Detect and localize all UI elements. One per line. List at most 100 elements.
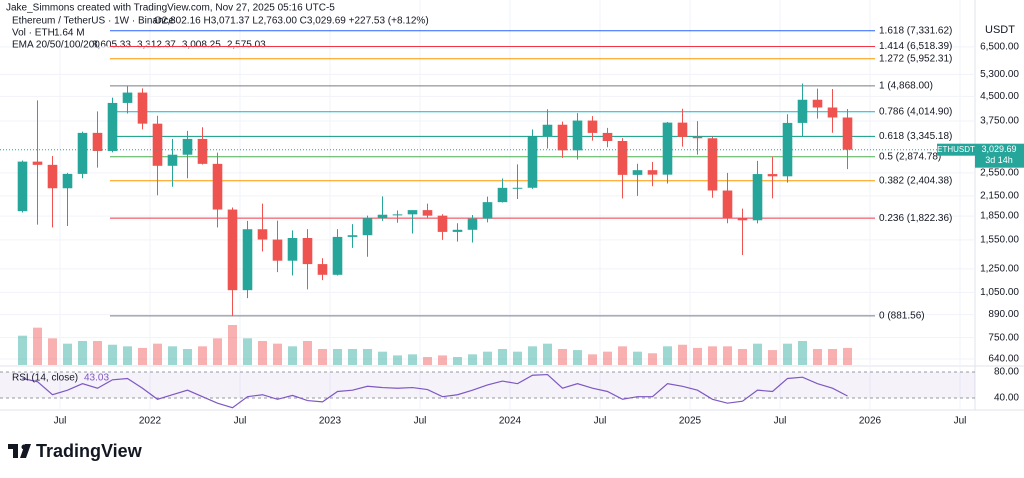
currency: USDT [985, 24, 1015, 36]
volume-bar [33, 327, 42, 365]
rsi-label: RSI (14, close) [12, 373, 78, 384]
volume-bar [543, 343, 552, 365]
volume-bar [48, 338, 57, 365]
y-tick-label: 640.00 [988, 354, 1019, 365]
candle-body [797, 99, 808, 123]
candle-body [77, 132, 88, 174]
watermark: Jake_Simmons created with TradingView.co… [6, 3, 335, 14]
candle-body [317, 264, 328, 275]
candle-body [467, 218, 478, 230]
candle-body [137, 92, 148, 124]
volume-bar [63, 343, 72, 365]
candle-body [122, 92, 133, 103]
x-tick-label: 2025 [679, 416, 702, 427]
y-tick-label: 6,500.00 [980, 42, 1019, 53]
candle-body [752, 174, 763, 221]
volume-bar [378, 351, 387, 365]
x-tick-label: Jul [54, 416, 67, 427]
volume-bar [228, 325, 237, 365]
volume-bar [618, 346, 627, 365]
volume-bar [798, 341, 807, 365]
candle-body [107, 102, 118, 151]
volume-bar [633, 351, 642, 365]
candle-body [392, 214, 403, 216]
candle-body [722, 190, 733, 219]
volume-bar [558, 349, 567, 365]
y-tick-label: 2,550.00 [980, 168, 1019, 179]
candle-body [557, 124, 568, 151]
candle-body [62, 173, 73, 189]
fib-label: 1 (4,868.00) [879, 80, 933, 91]
candle-body [542, 124, 553, 137]
y-tick-label: 4,500.00 [980, 91, 1019, 102]
volume-bar [588, 354, 597, 365]
price-tag-countdown: 3d 14h [985, 155, 1013, 165]
y-tick-label: 890.00 [988, 309, 1019, 320]
candle-body [362, 218, 373, 236]
candle-body [332, 236, 343, 275]
symbol-tag-text: ETHUSDT [937, 145, 975, 154]
candle-body [632, 170, 643, 175]
x-tick-label: Jul [954, 416, 967, 427]
y-tick-label: 1,250.00 [980, 264, 1019, 275]
volume-bar [333, 349, 342, 365]
fib-label: 0 (881.56) [879, 311, 925, 322]
x-tick-label: 2024 [499, 416, 522, 427]
volume-bar [363, 349, 372, 365]
x-tick-label: 2023 [319, 416, 342, 427]
fib-label: 0.236 (1,822.36) [879, 213, 952, 224]
brand-logo [8, 444, 31, 458]
y-tick-label: 5,300.00 [980, 69, 1019, 80]
volume-bar [108, 344, 117, 365]
y-tick-label: 2,150.00 [980, 191, 1019, 202]
ema-label: EMA 20/50/100/200 [12, 40, 100, 51]
candle-body [377, 214, 388, 219]
volume-bar [453, 357, 462, 365]
ema-value: 3,605.33 [92, 40, 131, 51]
candle-body [602, 132, 613, 141]
fib-label: 0.618 (3,345.18) [879, 131, 952, 142]
volume-bar [168, 346, 177, 365]
volume-bar [138, 347, 147, 365]
fib-label: 0.382 (2,404.38) [879, 175, 952, 186]
candle-body [587, 120, 598, 133]
volume-bar [318, 349, 327, 365]
volume-bar [843, 347, 852, 365]
candle-body [302, 238, 313, 265]
volume-bar [813, 349, 822, 365]
candle-body [212, 163, 223, 210]
candle-body [287, 238, 298, 261]
volume-bar [183, 349, 192, 365]
candle-body [572, 120, 583, 151]
volume-bar [723, 346, 732, 365]
volume-bar [708, 346, 717, 365]
ema-value: 3,312.37 [137, 40, 176, 51]
volume-bar [573, 350, 582, 365]
y-tick-label: 1,850.00 [980, 211, 1019, 222]
volume-bar [528, 346, 537, 365]
volume-bar [303, 341, 312, 365]
candle-body [692, 136, 703, 139]
volume-bar [438, 355, 447, 365]
ema-value: 2,575.03 [227, 40, 266, 51]
candle-body [527, 136, 538, 188]
price-tag [975, 143, 1024, 168]
x-tick-label: Jul [234, 416, 247, 427]
x-tick-label: Jul [594, 416, 607, 427]
candle-body [197, 138, 208, 164]
rsi-tick-label: 80.00 [994, 367, 1019, 378]
volume-bar [663, 346, 672, 365]
candle-body [32, 161, 43, 165]
fib-label: 0.786 (4,014.90) [879, 106, 952, 117]
volume-bar [123, 346, 132, 365]
volume-bar [828, 349, 837, 365]
volume-bar [498, 349, 507, 365]
volume-value: 1.64 M [54, 28, 85, 39]
candle-body [407, 210, 418, 215]
price-tag-value: 3,029.69 [981, 144, 1016, 154]
candle-body [662, 122, 673, 175]
candle-body [452, 229, 463, 232]
symbol-tag [937, 143, 975, 156]
